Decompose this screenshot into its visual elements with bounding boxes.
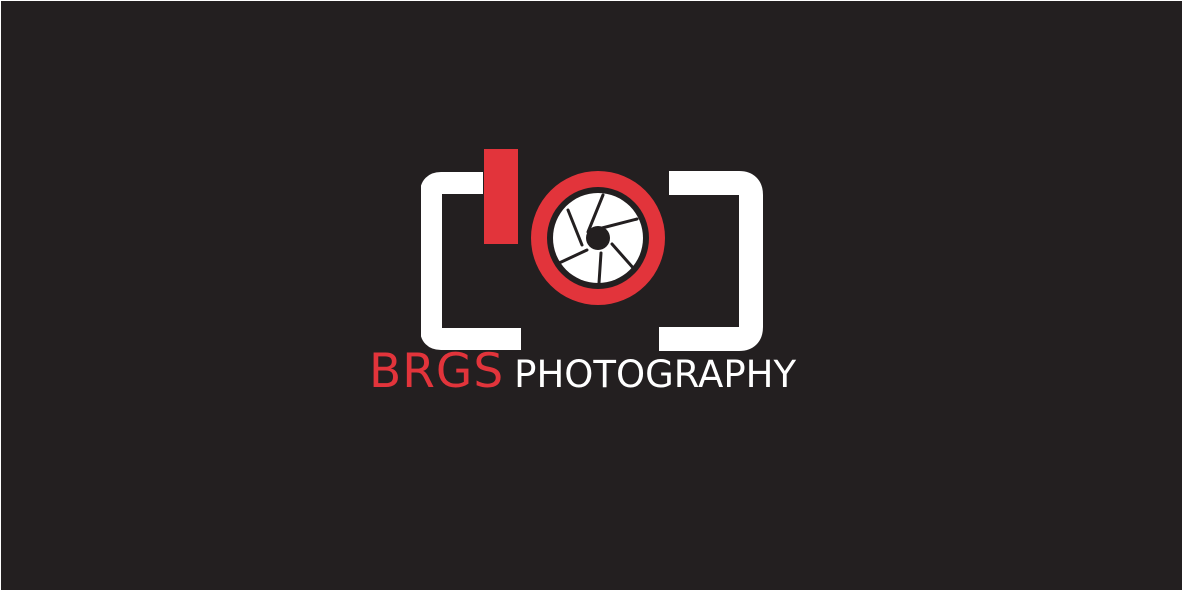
brand-wordmark: BRGS PHOTOGRAPHY xyxy=(369,348,796,395)
brand-suffix: PHOTOGRAPHY xyxy=(514,353,797,396)
camera-aperture-icon xyxy=(421,149,763,351)
brand-name: BRGS xyxy=(369,344,505,399)
